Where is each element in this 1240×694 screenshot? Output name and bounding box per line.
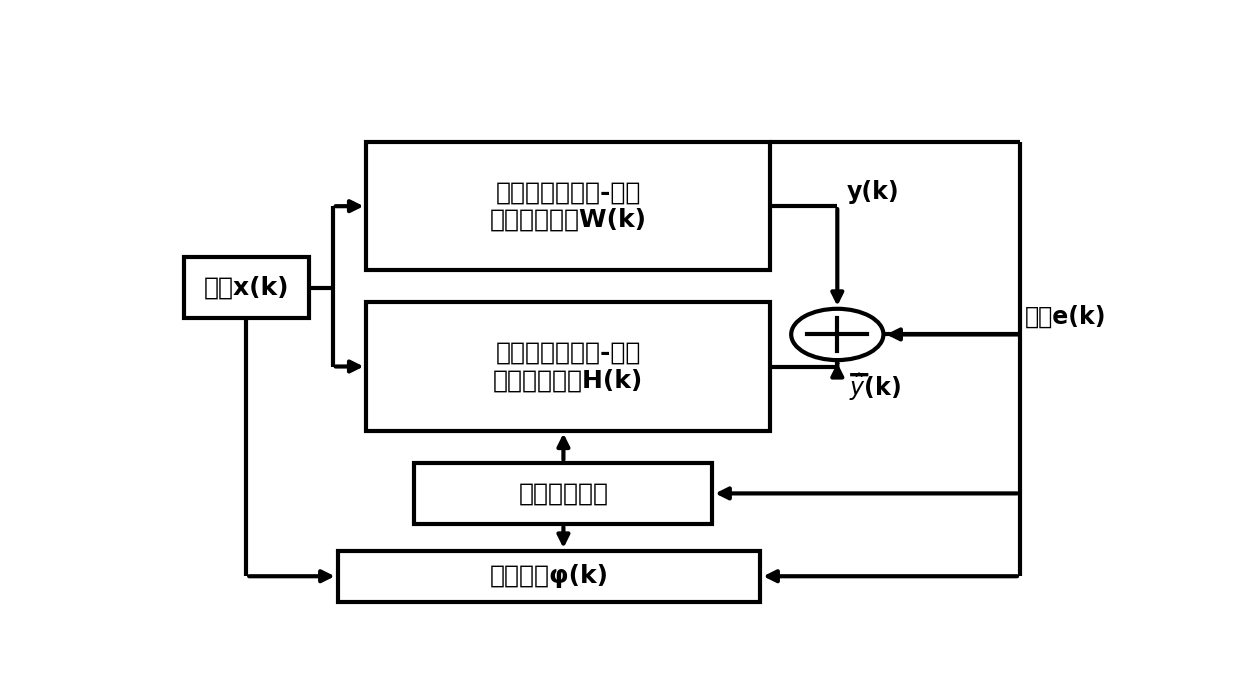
FancyBboxPatch shape	[414, 463, 713, 524]
FancyBboxPatch shape	[337, 551, 760, 602]
Circle shape	[791, 309, 883, 360]
Text: 输入x(k): 输入x(k)	[203, 276, 289, 300]
Text: y(k): y(k)	[847, 180, 899, 203]
Text: 参数估计算法: 参数估计算法	[518, 482, 609, 505]
Text: $\hat{y}$(k): $\hat{y}$(k)	[849, 372, 900, 403]
FancyBboxPatch shape	[367, 142, 770, 271]
FancyBboxPatch shape	[367, 303, 770, 430]
FancyBboxPatch shape	[184, 257, 309, 319]
Text: 实际的手指皮肤-电极
生物阻抗模型W(k): 实际的手指皮肤-电极 生物阻抗模型W(k)	[490, 180, 647, 232]
Text: 预设的手指皮肤-电极
生物阻抗模型H(k): 预设的手指皮肤-电极 生物阻抗模型H(k)	[494, 341, 644, 392]
Text: 数据矩阵φ(k): 数据矩阵φ(k)	[490, 564, 609, 589]
Text: −: −	[847, 362, 870, 389]
Text: 噪声e(k): 噪声e(k)	[1024, 305, 1106, 329]
